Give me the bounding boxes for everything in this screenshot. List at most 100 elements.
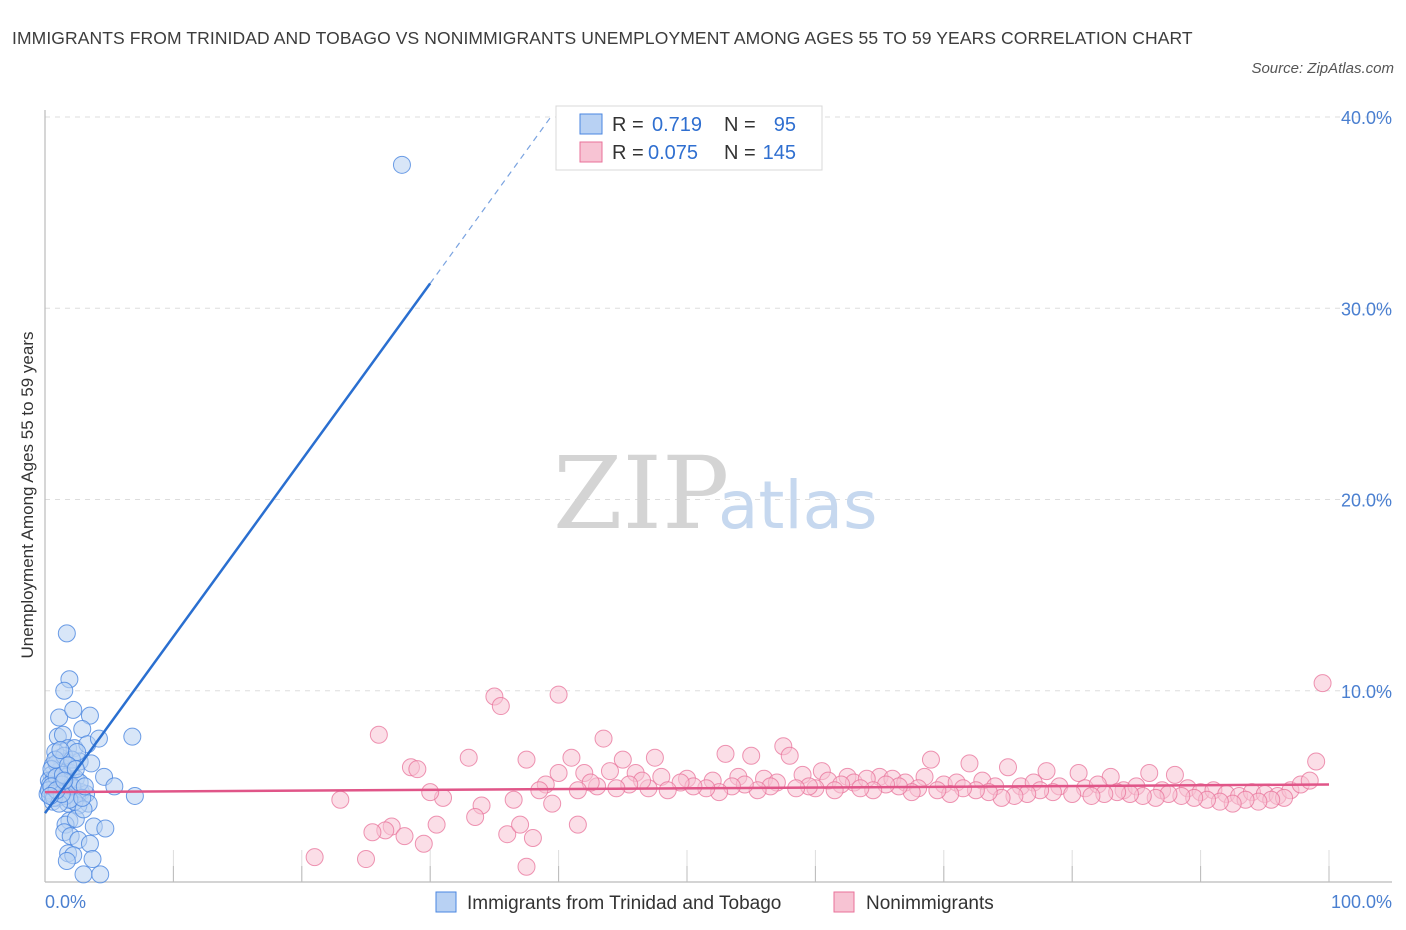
point-nonimmigrants xyxy=(568,815,587,834)
point-nonimmigrants xyxy=(459,748,478,767)
point-nonimmigrants xyxy=(1307,752,1326,771)
point-nonimmigrants xyxy=(780,746,799,765)
x-axis-ticks xyxy=(44,866,1330,882)
point-nonimmigrants xyxy=(543,794,562,813)
point-nonimmigrants xyxy=(1300,771,1319,790)
bottom-legend-swatch-pink xyxy=(833,891,855,913)
point-nonimmigrants xyxy=(562,748,581,767)
trend-line-immigrants-extension xyxy=(429,114,553,284)
point-nonimmigrants xyxy=(491,697,510,716)
point-nonimmigrants xyxy=(960,754,979,773)
point-immigrants-trinidad-tobago xyxy=(74,865,93,884)
y-axis-label: Unemployment Among Ages 55 to 59 years xyxy=(18,332,37,659)
point-nonimmigrants xyxy=(1313,674,1332,693)
x-tick-label-max: 100.0% xyxy=(1331,892,1392,912)
source-credit: Source: ZipAtlas.com xyxy=(1251,60,1394,77)
legend-r-value-2: 0.075 xyxy=(648,142,698,164)
y-tick-labels: 10.0% 20.0% 30.0% 40.0% xyxy=(1341,108,1392,702)
legend-r-value-1: 0.719 xyxy=(652,114,702,136)
point-nonimmigrants xyxy=(395,827,414,846)
bottom-legend: Immigrants from Trinidad and Tobago Noni… xyxy=(435,891,994,914)
point-nonimmigrants xyxy=(427,815,446,834)
point-immigrants-trinidad-tobago xyxy=(57,624,76,643)
point-immigrants-trinidad-tobago xyxy=(392,155,411,174)
point-immigrants-trinidad-tobago xyxy=(83,850,102,869)
trend-line-nonimmigrants xyxy=(44,783,1330,794)
point-nonimmigrants xyxy=(1069,763,1088,782)
point-nonimmigrants xyxy=(1037,762,1056,781)
watermark-zip: ZIP xyxy=(553,435,729,552)
point-nonimmigrants xyxy=(331,790,350,809)
x-tick-label-min: 0.0% xyxy=(45,892,86,912)
point-nonimmigrants xyxy=(1140,763,1159,782)
point-nonimmigrants xyxy=(594,729,613,748)
point-nonimmigrants xyxy=(658,781,677,800)
point-nonimmigrants xyxy=(613,750,632,769)
point-immigrants-trinidad-tobago xyxy=(55,771,74,790)
point-nonimmigrants xyxy=(645,748,664,767)
point-immigrants-trinidad-tobago xyxy=(57,851,76,870)
point-nonimmigrants xyxy=(511,815,530,834)
y-tick-label: 40.0% xyxy=(1341,108,1392,128)
point-nonimmigrants xyxy=(825,781,844,800)
watermark-atlas: atlas xyxy=(718,467,878,544)
y-tick-label: 20.0% xyxy=(1341,491,1392,511)
legend-n-label-1: N = xyxy=(724,114,756,136)
point-nonimmigrants xyxy=(414,834,433,853)
point-nonimmigrants xyxy=(357,850,375,869)
point-immigrants-trinidad-tobago xyxy=(50,708,69,727)
point-immigrants-trinidad-tobago xyxy=(96,819,115,838)
point-immigrants-trinidad-tobago xyxy=(55,681,74,700)
point-immigrants-trinidad-tobago xyxy=(91,865,110,884)
point-nonimmigrants xyxy=(1063,785,1082,804)
point-nonimmigrants xyxy=(517,750,536,769)
point-nonimmigrants xyxy=(523,829,542,848)
point-nonimmigrants xyxy=(305,848,324,867)
point-nonimmigrants xyxy=(742,746,761,765)
point-nonimmigrants xyxy=(549,685,568,704)
point-nonimmigrants xyxy=(369,725,388,744)
point-nonimmigrants xyxy=(921,750,940,769)
legend-r-label-2: R = xyxy=(612,142,644,164)
bottom-legend-label-2: Nonimmigrants xyxy=(866,893,994,914)
watermark: ZIP atlas xyxy=(553,435,878,552)
series-nonimmigrants xyxy=(305,674,1332,876)
point-nonimmigrants xyxy=(1165,765,1184,784)
point-immigrants-trinidad-tobago xyxy=(80,834,99,853)
point-nonimmigrants xyxy=(363,823,382,842)
point-immigrants-trinidad-tobago xyxy=(125,786,144,805)
point-nonimmigrants xyxy=(1082,786,1101,805)
legend-box: R = 0.719 N = 95 R = 0.075 N = 145 xyxy=(555,105,823,171)
legend-swatch-blue xyxy=(579,113,603,135)
bottom-legend-label-1: Immigrants from Trinidad and Tobago xyxy=(467,893,781,914)
point-nonimmigrants xyxy=(600,762,619,781)
axes xyxy=(44,110,1392,883)
point-immigrants-trinidad-tobago xyxy=(64,700,83,719)
point-nonimmigrants xyxy=(498,825,517,844)
point-nonimmigrants xyxy=(549,763,568,782)
point-nonimmigrants xyxy=(999,758,1017,777)
point-nonimmigrants xyxy=(504,790,523,809)
point-immigrants-trinidad-tobago xyxy=(73,720,92,738)
trend-lines xyxy=(43,114,1330,814)
legend-n-label-2: N = xyxy=(724,142,756,164)
trend-line-immigrants xyxy=(43,282,432,814)
y-tick-label: 30.0% xyxy=(1341,299,1392,319)
legend-n-value-1: 95 xyxy=(774,114,796,136)
point-immigrants-trinidad-tobago xyxy=(51,741,70,760)
point-nonimmigrants xyxy=(928,781,947,800)
point-nonimmigrants xyxy=(466,807,485,826)
legend-r-label-1: R = xyxy=(612,114,644,136)
point-nonimmigrants xyxy=(716,744,735,763)
point-nonimmigrants xyxy=(408,760,427,779)
point-immigrants-trinidad-tobago xyxy=(123,727,142,746)
point-nonimmigrants xyxy=(421,783,440,802)
point-nonimmigrants xyxy=(517,857,536,876)
chart-title: IMMIGRANTS FROM TRINIDAD AND TOBAGO VS N… xyxy=(12,28,1193,48)
y-tick-label: 10.0% xyxy=(1341,682,1392,702)
point-immigrants-trinidad-tobago xyxy=(80,706,99,725)
bottom-legend-swatch-blue xyxy=(435,891,457,913)
series-immigrants-trinidad-tobago xyxy=(38,155,411,884)
legend-n-value-2: 145 xyxy=(763,142,796,164)
